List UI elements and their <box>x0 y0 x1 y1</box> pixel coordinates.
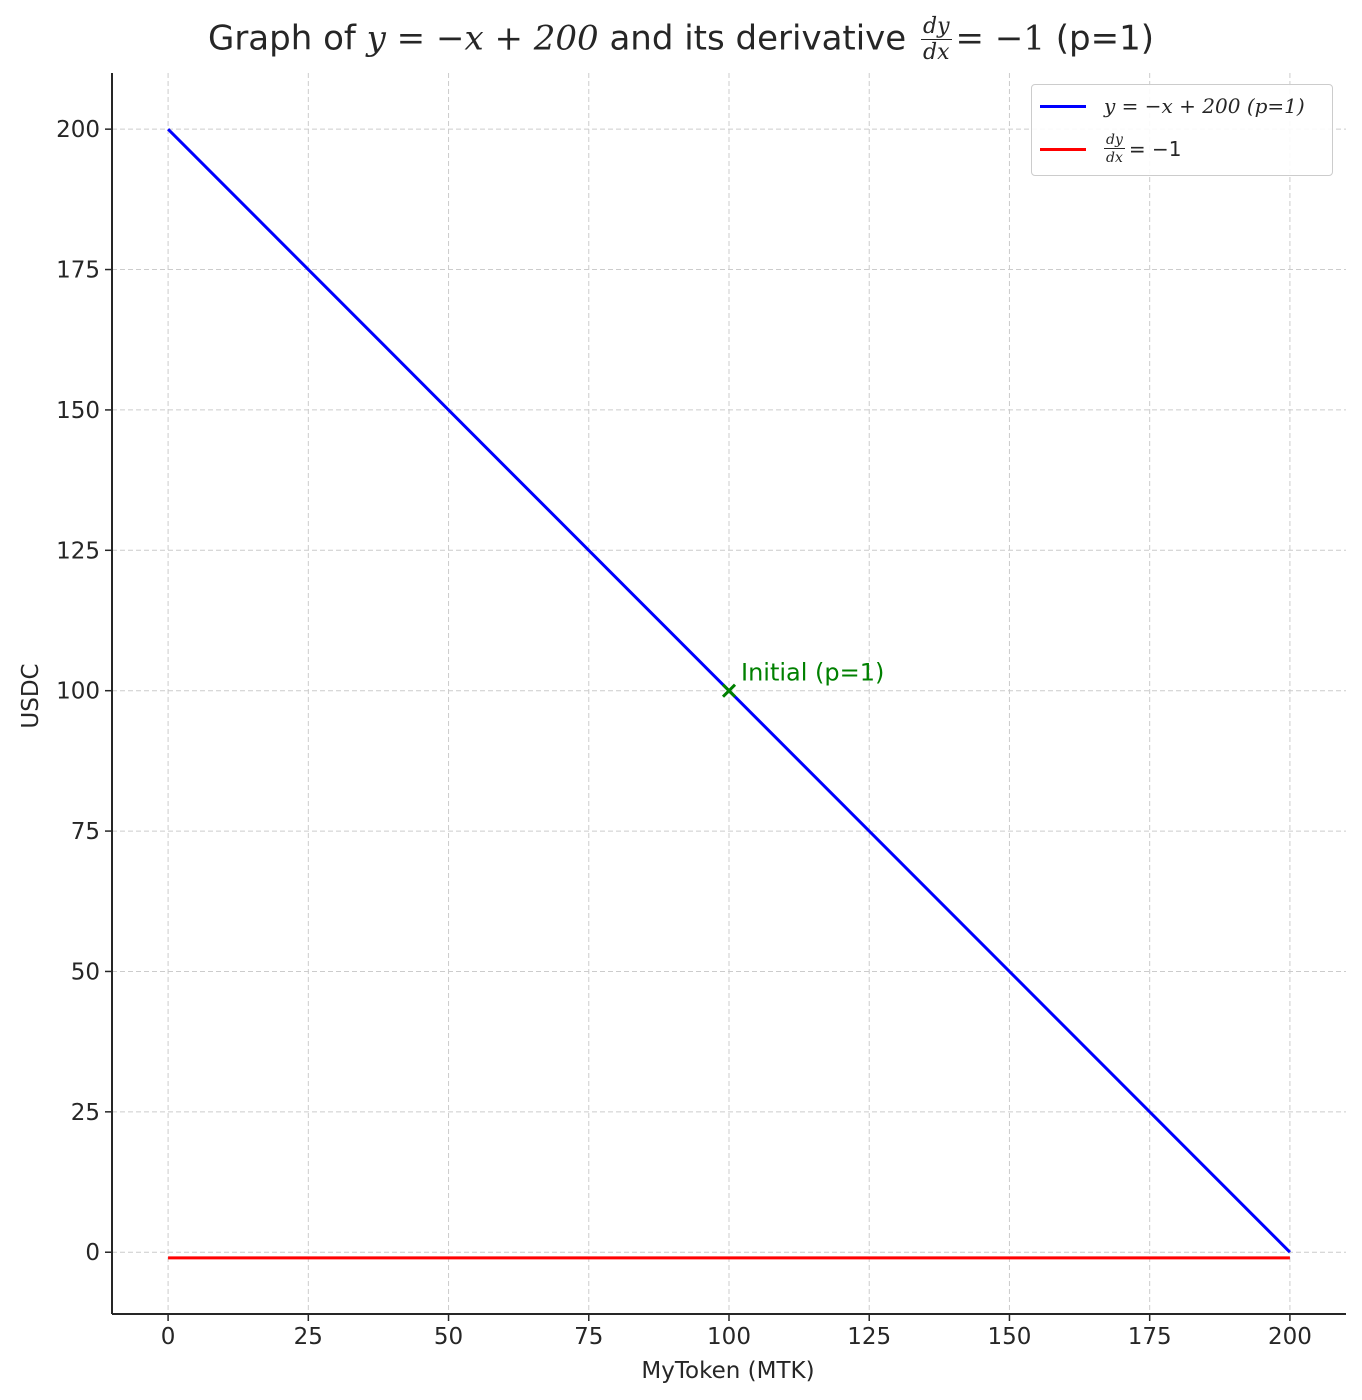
x-tick-label: 75 <box>574 1324 603 1350</box>
y-tick-label: 150 <box>56 398 100 424</box>
x-tick-label: 200 <box>1268 1324 1312 1350</box>
legend-swatch-blue <box>1040 104 1086 108</box>
x-tick-label: 50 <box>434 1324 463 1350</box>
legend-label-line: y = −x + 200 (p=1) <box>1104 94 1305 118</box>
x-tick-label: 150 <box>988 1324 1032 1350</box>
x-axis-label: MyToken (MTK) <box>641 1358 814 1384</box>
x-tick-label: 100 <box>707 1324 751 1350</box>
annotation-label: Initial (p=1) <box>741 659 884 687</box>
annotation-marker <box>721 683 737 698</box>
y-axis-label: USDC <box>18 663 44 728</box>
legend-item-derivative: dy dx = −1 <box>1040 133 1182 165</box>
y-tick-label: 75 <box>71 819 100 845</box>
title-fraction-numerator: dy <box>921 14 952 40</box>
title-suffix: (p=1) <box>1044 18 1155 59</box>
x-tick-label: 25 <box>294 1324 323 1350</box>
title-middle: and its derivative <box>598 18 918 59</box>
title-equation: y = −x + 200 <box>366 18 599 59</box>
axes-group: 0 25 50 75 100 125 150 175 200 0 25 50 75 100 125 150 17… <box>56 73 1346 1350</box>
chart-title: Graph of y = −x + 200 and its derivative… <box>0 16 1362 64</box>
y-tick-label: 50 <box>71 959 100 985</box>
legend-item-line: y = −x + 200 (p=1) <box>1040 91 1305 121</box>
title-fraction: dy dx <box>921 16 952 64</box>
x-tick-label: 0 <box>161 1324 176 1350</box>
legend-fraction-numerator: dy <box>1104 132 1125 149</box>
x-tick-label: 125 <box>847 1324 891 1350</box>
y-tick-label: 0 <box>85 1240 100 1266</box>
legend-swatch-red <box>1040 147 1086 151</box>
y-tick-label: 25 <box>71 1100 100 1126</box>
y-tick-label: 125 <box>56 538 100 564</box>
legend-label-derivative: = −1 <box>1128 137 1182 161</box>
y-tick-label: 200 <box>56 117 100 143</box>
title-fraction-denominator: dx <box>923 40 950 65</box>
title-prefix: Graph of <box>207 18 367 59</box>
legend-fraction-denominator: dx <box>1106 150 1123 166</box>
x-tick-label: 175 <box>1128 1324 1172 1350</box>
y-tick-label: 100 <box>56 679 100 705</box>
legend: y = −x + 200 (p=1) dy dx = −1 <box>1031 84 1333 176</box>
annotation-group: Initial (p=1) <box>721 659 884 698</box>
title-derivative-value: = −1 <box>955 18 1045 59</box>
legend-fraction: dy dx <box>1104 133 1125 165</box>
y-tick-label: 175 <box>56 258 100 284</box>
